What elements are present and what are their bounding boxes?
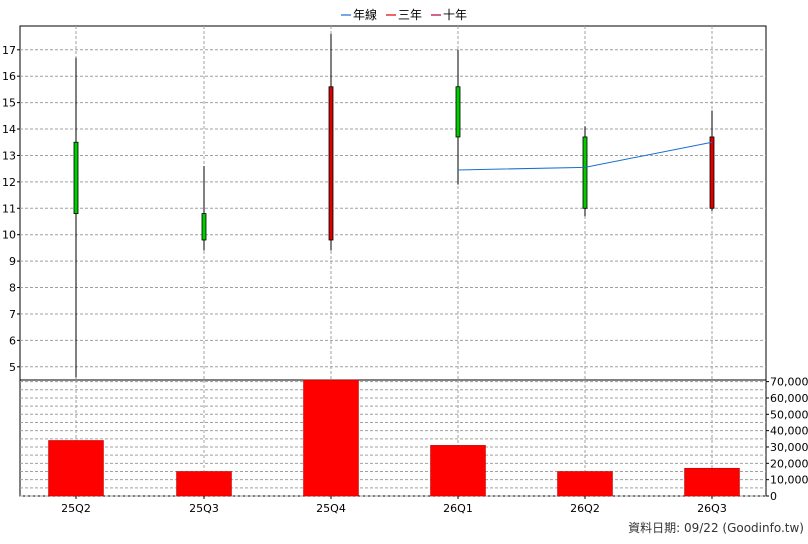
volume-tick-label: 10,000	[770, 474, 808, 487]
volume-bar	[176, 471, 232, 497]
legend: 年線 三年 十年	[341, 7, 467, 22]
volume-bars	[48, 379, 740, 497]
candle-body	[455, 86, 461, 138]
x-tick-label: 25Q2	[61, 502, 91, 515]
legend-label-3yr: 三年	[398, 8, 422, 22]
legend-label-10yr: 十年	[443, 8, 467, 22]
x-tick-label: 26Q2	[570, 502, 600, 515]
price-tick-label: 12	[2, 176, 16, 189]
price-tick-label: 6	[9, 334, 16, 347]
price-plot-frame	[19, 25, 767, 381]
volume-plot-frame	[19, 379, 767, 497]
price-tick-label: 17	[2, 44, 16, 57]
candlesticks	[73, 33, 715, 378]
volume-tick-label: 60,000	[770, 392, 808, 405]
x-tick-label: 26Q1	[443, 502, 473, 515]
price-tick-label: 5	[9, 361, 16, 374]
volume-bar	[48, 440, 104, 497]
price-grid	[20, 26, 766, 380]
candle-body	[582, 136, 588, 209]
candle-body	[709, 136, 715, 209]
price-tick-label: 10	[2, 229, 16, 242]
volume-tick-label: 20,000	[770, 457, 808, 470]
x-tick-label: 26Q3	[697, 502, 727, 515]
volume-bar	[684, 467, 740, 497]
price-tick-label: 11	[2, 202, 16, 215]
candle-body	[73, 141, 79, 214]
price-tick-label: 16	[2, 70, 16, 83]
volume-bar	[303, 379, 359, 497]
price-tick-label: 7	[9, 308, 16, 321]
price-tick-label: 8	[9, 282, 16, 295]
candle-body	[201, 213, 207, 241]
data-date-footer: 資料日期: 09/22 (Goodinfo.tw)	[628, 521, 804, 535]
price-tick-label: 14	[2, 123, 16, 136]
volume-bar	[557, 471, 613, 497]
volume-y-axis: 0 10,000 20,000 30,000 40,000 50,000 60,000 70,…	[766, 376, 808, 503]
volume-tick-label: 50,000	[770, 408, 808, 421]
volume-bar	[430, 445, 486, 497]
price-tick-label: 9	[9, 255, 16, 268]
x-tick-label: 25Q3	[189, 502, 219, 515]
volume-tick-label: 0	[770, 490, 777, 503]
year-line-series	[457, 141, 713, 171]
x-tick-label: 25Q4	[316, 502, 346, 515]
legend-label-year: 年線	[353, 7, 377, 22]
price-y-axis: 5 6 7 8 9 10 11 12 13 14 15 16 17	[2, 44, 20, 374]
x-axis: 25Q2 25Q3 25Q4 26Q1 26Q2 26Q3	[61, 496, 727, 515]
volume-tick-label: 70,000	[770, 376, 808, 389]
volume-tick-label: 30,000	[770, 441, 808, 454]
price-tick-label: 15	[2, 97, 16, 110]
moving-average-line	[457, 141, 713, 171]
volume-tick-label: 40,000	[770, 425, 808, 438]
volume-grid	[20, 380, 766, 497]
candle-body	[328, 86, 334, 241]
price-tick-label: 13	[2, 149, 16, 162]
